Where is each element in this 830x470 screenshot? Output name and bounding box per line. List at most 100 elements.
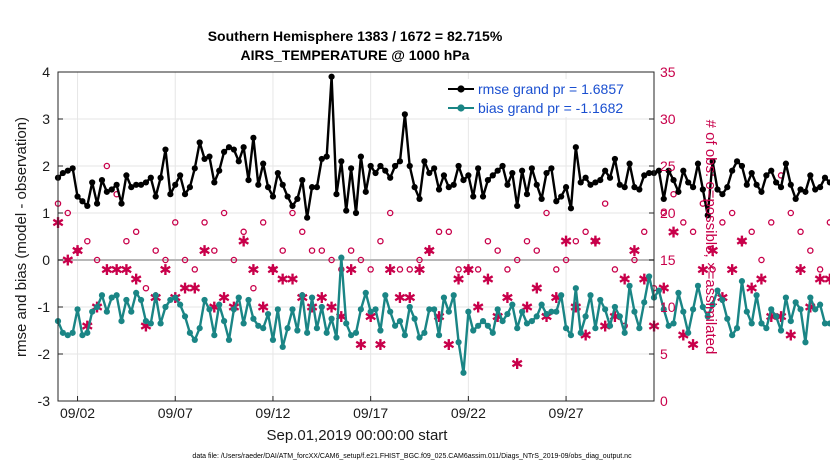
rmse-point [562, 184, 570, 191]
y-tick-label: -1 [38, 299, 51, 315]
possible-obs-point [494, 247, 501, 254]
bias-point [738, 278, 746, 285]
possible-obs-point [230, 256, 238, 264]
rmse-point [572, 144, 579, 151]
rmse-point [753, 181, 760, 188]
possible-obs-point [211, 247, 218, 254]
bias-point [553, 308, 560, 315]
rmse-point [142, 179, 150, 186]
possible-obs-point [582, 228, 589, 236]
bias-point [445, 308, 452, 315]
assimilated-obs-point: ✱ [71, 242, 84, 260]
rmse-point [206, 153, 213, 160]
rmse-point [807, 172, 814, 179]
possible-obs-point [191, 266, 199, 273]
possible-obs-point [142, 284, 150, 292]
bias-point [807, 294, 814, 301]
rmse-point [69, 165, 76, 172]
assimilated-obs-point: ✱ [784, 327, 797, 345]
rmse-point [768, 167, 775, 174]
bias-point [787, 318, 794, 325]
assimilated-obs-point: ✱ [286, 270, 299, 288]
bias-point [162, 303, 169, 311]
rmse-point [489, 172, 496, 179]
bias-point [494, 306, 501, 313]
possible-obs-point [240, 228, 247, 236]
rmse-point [646, 169, 653, 177]
y-axis-label: rmse and bias (model - observation) [13, 117, 30, 357]
rmse-point [621, 184, 628, 191]
bias-point [318, 303, 325, 311]
assimilated-obs-point: ✱ [511, 355, 524, 373]
bias-point [338, 254, 345, 261]
possible-obs-point [562, 256, 570, 264]
rmse-point [289, 202, 296, 210]
assimilated-obs-point: ✱ [61, 252, 74, 270]
assimilated-obs-point: ✱ [824, 270, 830, 288]
rmse-point [582, 174, 589, 181]
rmse-point [763, 172, 770, 179]
possible-obs-point [84, 237, 91, 245]
rmse-point [152, 193, 159, 200]
y2-tick-label: 0 [660, 393, 668, 409]
possible-obs-point [465, 266, 472, 273]
possible-obs-point [816, 266, 824, 273]
bias-point [406, 303, 413, 311]
possible-obs-point [201, 219, 208, 226]
assimilated-obs-point: ✱ [628, 242, 641, 260]
possible-obs-point [279, 247, 286, 254]
possible-obs-point [484, 237, 492, 245]
bias-point [196, 325, 203, 332]
bias-point [514, 325, 521, 332]
rmse-point [431, 165, 438, 172]
y2-tick-label: 20 [660, 205, 676, 221]
bias-point [475, 322, 482, 329]
rmse-point [387, 174, 394, 181]
assimilated-obs-point: ✱ [374, 336, 387, 354]
bias-point [152, 292, 159, 299]
rmse-point [484, 177, 492, 184]
rmse-point [685, 179, 692, 186]
bias-point [294, 327, 301, 334]
bias-point [597, 296, 604, 304]
possible-obs-point [553, 266, 560, 273]
possible-obs-point [386, 209, 394, 217]
assimilated-obs-point: ✱ [159, 261, 172, 279]
rmse-point [137, 181, 145, 188]
rmse-point [709, 158, 716, 165]
rmse-point [797, 186, 804, 193]
rmse-point [504, 181, 511, 188]
possible-obs-point [132, 228, 140, 236]
rmse-point [304, 214, 311, 221]
rmse-point [787, 181, 794, 188]
rmse-point [758, 188, 765, 195]
possible-obs-point [572, 237, 580, 245]
assimilated-obs-point: ✱ [316, 289, 329, 307]
bias-point [538, 301, 545, 308]
rmse-point [74, 193, 81, 200]
bias-point [269, 336, 277, 343]
possible-obs-point [719, 219, 726, 226]
bias-point [206, 306, 213, 313]
rmse-point [172, 181, 179, 188]
rmse-point [689, 184, 697, 191]
rmse-point [284, 193, 291, 200]
rmse-point [631, 184, 638, 191]
assimilated-obs-point: ✱ [706, 242, 719, 260]
rmse-point [602, 167, 609, 174]
rmse-point [299, 177, 306, 184]
rmse-point [123, 172, 130, 179]
bias-point [729, 332, 736, 339]
possible-obs-point [758, 256, 765, 264]
rmse-point [401, 111, 408, 118]
assimilated-obs-point: ✱ [560, 233, 573, 251]
rmse-point [396, 158, 404, 165]
bias-point [802, 339, 809, 346]
rmse-point [64, 167, 71, 174]
rmse-point [509, 169, 516, 177]
possible-obs-point [445, 228, 453, 236]
possible-obs-point [689, 228, 697, 236]
bias-point [191, 336, 198, 343]
possible-obs-point [474, 266, 482, 273]
